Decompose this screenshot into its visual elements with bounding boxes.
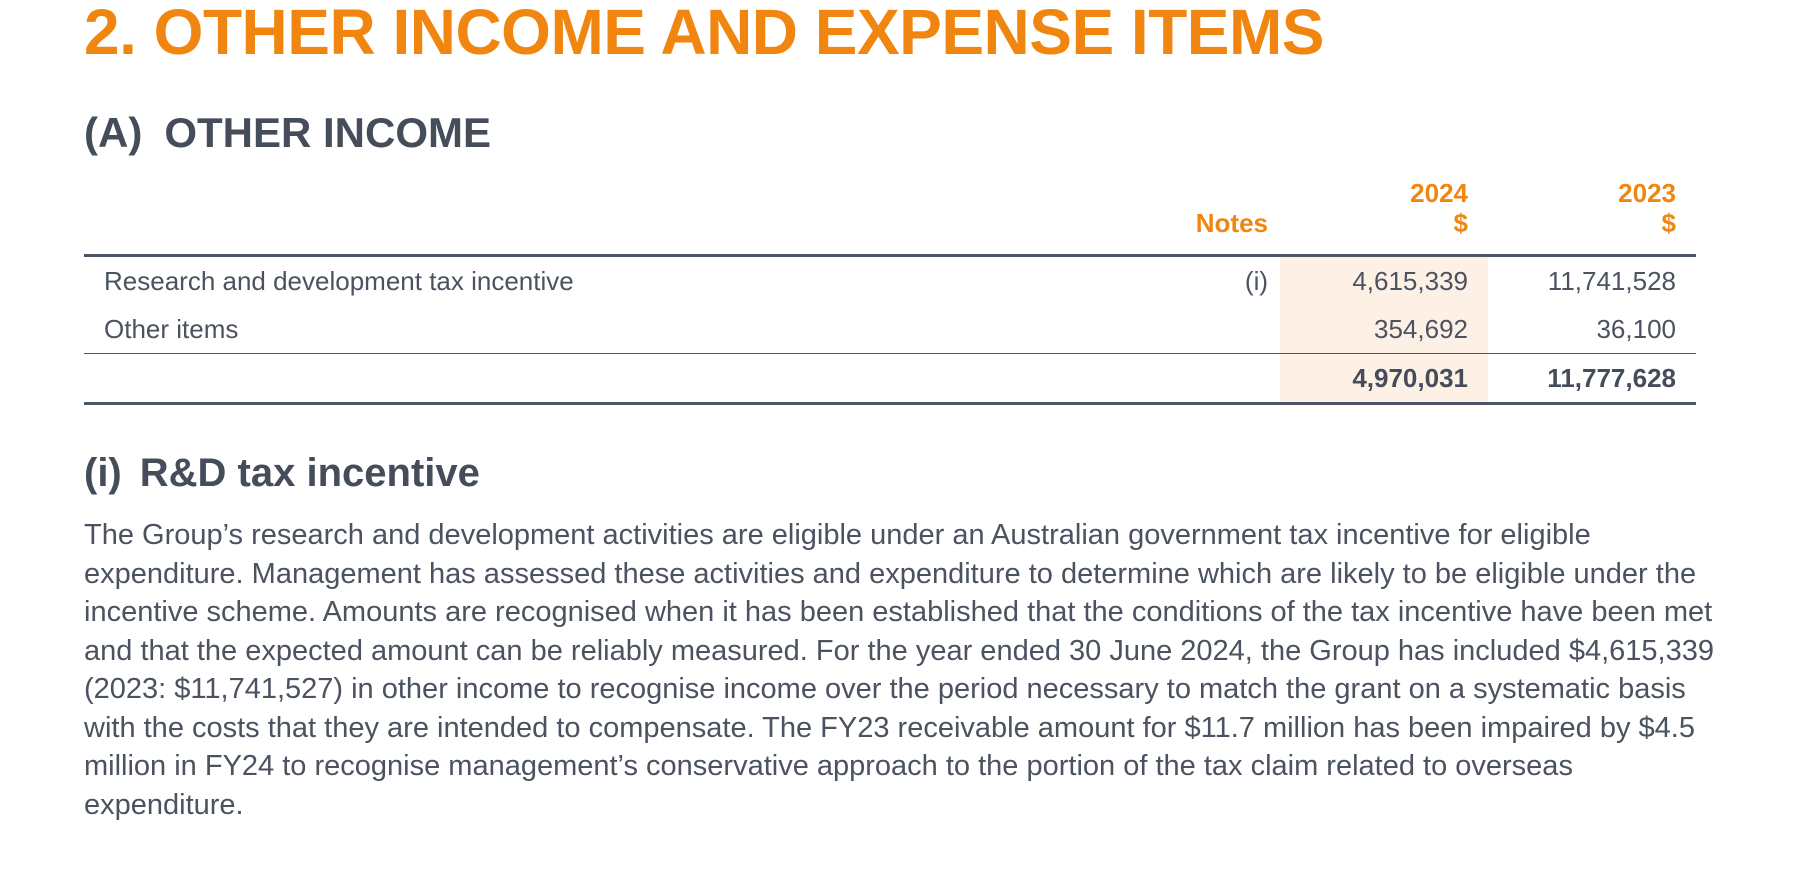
header-2024-year: 2024	[1410, 178, 1468, 208]
table-row: Other items 354,692 36,100	[84, 305, 1696, 354]
row-value-2024: 4,615,339	[1280, 257, 1488, 305]
section-title-text: OTHER INCOME AND EXPENSE ITEMS	[153, 0, 1325, 68]
table-row: Research and development tax incentive (…	[84, 257, 1696, 305]
header-2024-unit: $	[1453, 208, 1468, 238]
row-value-2023: 36,100	[1596, 314, 1676, 344]
subsection-a-heading: (A) OTHER INCOME	[84, 108, 491, 158]
table-total-row: 4,970,031 11,777,628	[84, 354, 1696, 405]
row-value-2024: 354,692	[1280, 305, 1488, 353]
header-2024: 2024 $	[1410, 178, 1468, 238]
other-income-table: Notes 2024 $ 2023 $ Research and develop…	[84, 178, 1696, 405]
row-label: Research and development tax incentive	[104, 266, 574, 296]
row-label: Other items	[104, 314, 239, 344]
header-2023-unit: $	[1661, 208, 1676, 238]
section-heading: 2. OTHER INCOME AND EXPENSE ITEMS	[84, 0, 1324, 72]
subsection-a-number: (A)	[84, 109, 143, 156]
rd-incentive-paragraph: The Group’s research and development act…	[84, 519, 1714, 821]
header-notes: Notes	[1195, 208, 1268, 238]
total-value-2023: 11,777,628	[1547, 363, 1676, 393]
subsection-i-title: R&D tax incentive	[139, 451, 480, 495]
total-value-2024: 4,970,031	[1280, 354, 1488, 402]
table-header: Notes 2024 $ 2023 $	[84, 178, 1696, 257]
section-number: 2.	[84, 0, 137, 68]
row-note: (i)	[1244, 266, 1268, 296]
row-value-2023: 11,741,528	[1547, 266, 1676, 296]
subsection-i-number: (i)	[84, 451, 122, 495]
subsection-i-heading: (i) R&D tax incentive	[84, 448, 480, 498]
header-2023: 2023 $	[1618, 178, 1676, 238]
subsection-a-title: OTHER INCOME	[164, 109, 491, 156]
header-2023-year: 2023	[1618, 178, 1676, 208]
